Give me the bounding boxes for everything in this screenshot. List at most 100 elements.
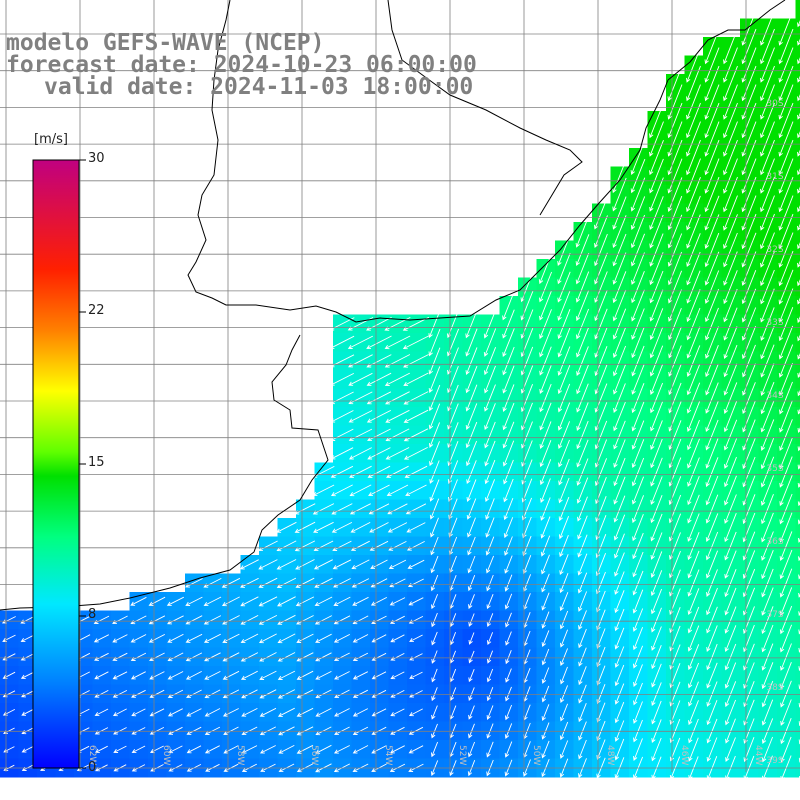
wind-arrow bbox=[723, 344, 738, 378]
wind-cell bbox=[795, 703, 800, 722]
wind-arrow bbox=[403, 446, 428, 460]
wind-arrow bbox=[742, 363, 756, 396]
wind-arrow bbox=[797, 316, 800, 324]
wind-arrow bbox=[465, 328, 478, 357]
wind-arrow bbox=[778, 288, 794, 323]
wind-arrow bbox=[522, 535, 532, 557]
wind-arrow bbox=[686, 382, 701, 414]
wind-cell bbox=[795, 407, 800, 426]
wind-arrow bbox=[576, 364, 589, 395]
wind-arrow bbox=[409, 671, 423, 680]
latitude-label: 39S bbox=[766, 756, 783, 766]
wind-arrow bbox=[668, 382, 682, 414]
wind-arrow bbox=[760, 269, 775, 305]
wind-arrow bbox=[612, 196, 627, 230]
wind-arrow bbox=[613, 364, 626, 395]
wind-cell bbox=[795, 92, 800, 112]
wind-arrow bbox=[467, 517, 476, 538]
wind-arrow bbox=[704, 195, 720, 231]
wind-arrow bbox=[649, 270, 664, 304]
wind-arrow bbox=[258, 596, 278, 607]
wind-arrow bbox=[631, 383, 645, 414]
wind-arrow bbox=[539, 346, 552, 376]
wind-cell bbox=[795, 240, 800, 260]
wind-arrow bbox=[651, 737, 662, 762]
wind-cell bbox=[795, 203, 800, 223]
wind-arrow bbox=[185, 671, 202, 680]
wind-arrow bbox=[706, 587, 718, 616]
wind-arrow bbox=[760, 232, 775, 268]
colorbar-tick-label: 30 bbox=[88, 151, 105, 166]
wind-arrow bbox=[296, 633, 314, 643]
wind-arrow bbox=[204, 670, 221, 680]
wind-arrow bbox=[239, 559, 259, 570]
wind-arrow bbox=[760, 28, 775, 65]
wind-arrow bbox=[687, 532, 700, 561]
wind-arrow bbox=[596, 720, 606, 742]
wind-arrow bbox=[186, 726, 202, 735]
wind-arrow bbox=[704, 270, 720, 304]
wind-arrow bbox=[798, 647, 800, 653]
wind-arrow bbox=[241, 689, 258, 699]
wind-arrow bbox=[386, 484, 409, 497]
wind-arrow bbox=[577, 572, 588, 594]
wind-arrow bbox=[389, 597, 406, 606]
wind-arrow bbox=[369, 522, 389, 533]
wind-arrow bbox=[613, 514, 626, 541]
wind-arrow bbox=[560, 666, 568, 685]
wind-arrow bbox=[798, 629, 800, 635]
wind-arrow bbox=[742, 382, 756, 415]
wind-arrow bbox=[296, 689, 314, 699]
wind-arrow bbox=[614, 720, 625, 742]
colorbar-ticks bbox=[79, 159, 86, 769]
wind-arrow bbox=[705, 531, 719, 561]
wind-arrow bbox=[204, 708, 221, 717]
wind-arrow bbox=[371, 634, 387, 643]
wind-arrow bbox=[614, 608, 625, 632]
wind-arrow bbox=[632, 627, 644, 651]
wind-arrow bbox=[486, 705, 494, 720]
wind-arrow bbox=[347, 335, 374, 349]
map-title-forecast-date: forecast date: 2024-10-23 06:00:00 bbox=[6, 52, 477, 78]
wind-arrow bbox=[503, 498, 514, 521]
wind-arrow bbox=[760, 158, 775, 194]
wind-arrow bbox=[430, 555, 439, 574]
wind-arrow bbox=[667, 251, 683, 286]
wind-arrow bbox=[667, 214, 683, 249]
wind-arrow bbox=[778, 28, 794, 65]
wind-arrow bbox=[779, 512, 793, 543]
wind-arrow bbox=[741, 65, 757, 102]
wind-arrow bbox=[484, 384, 496, 412]
wind-arrow bbox=[760, 65, 775, 102]
wind-arrow bbox=[431, 650, 438, 664]
wind-arrow bbox=[277, 614, 296, 625]
wind-arrow bbox=[797, 408, 800, 415]
longitude-label: 56W bbox=[309, 745, 319, 765]
wind-arrow bbox=[367, 428, 391, 442]
wind-arrow bbox=[649, 233, 664, 267]
wind-arrow bbox=[366, 354, 392, 368]
wind-arrow bbox=[668, 345, 682, 377]
wind-arrow bbox=[633, 738, 643, 761]
wind-arrow bbox=[223, 726, 239, 736]
wind-arrow bbox=[705, 401, 719, 433]
wind-arrow bbox=[612, 327, 627, 358]
wind-arrow bbox=[668, 326, 682, 359]
wind-arrow bbox=[331, 521, 353, 533]
wind-arrow bbox=[540, 478, 551, 503]
wind-arrow bbox=[687, 625, 700, 652]
wind-arrow bbox=[431, 705, 438, 720]
wind-arrow bbox=[557, 346, 571, 376]
wind-arrow bbox=[559, 535, 569, 558]
wind-arrow bbox=[203, 596, 222, 607]
wind-arrow bbox=[614, 533, 625, 559]
wind-arrow bbox=[468, 669, 475, 683]
wind-arrow bbox=[780, 718, 792, 745]
wind-arrow bbox=[577, 534, 588, 558]
wind-arrow bbox=[465, 421, 478, 449]
wind-arrow bbox=[686, 195, 701, 231]
wind-arrow bbox=[294, 540, 316, 552]
wind-arrow bbox=[704, 289, 720, 323]
wind-arrow bbox=[797, 168, 800, 176]
wind-arrow bbox=[468, 632, 475, 645]
